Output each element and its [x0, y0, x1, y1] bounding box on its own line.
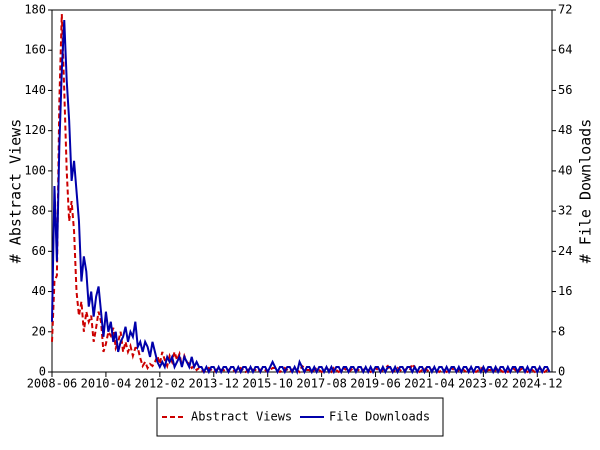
y-tick-label: 160	[24, 43, 46, 57]
y-tick-label: 140	[24, 83, 46, 97]
y2-tick-label: 72	[558, 3, 572, 17]
x-tick-label: 2021-04	[404, 377, 455, 391]
y2-tick-label: 32	[558, 204, 572, 218]
series-line	[51, 20, 551, 375]
y2-tick-label: 40	[558, 163, 572, 177]
y2-axis-title: # File Downloads	[577, 119, 595, 264]
y-tick-label: 120	[24, 123, 46, 137]
y2-tick-label: 56	[558, 83, 572, 97]
legend-label: File Downloads	[329, 410, 430, 424]
y-axis-title: # Abstract Views	[7, 119, 25, 264]
y2-tick-label: 16	[558, 284, 572, 298]
x-tick-label: 2013-12	[188, 377, 239, 391]
x-tick-label: 2024-12	[512, 377, 563, 391]
y-tick-label: 180	[24, 3, 46, 17]
x-tick-label: 2019-06	[350, 377, 401, 391]
y2-tick-label: 0	[558, 365, 565, 379]
x-tick-label: 2010-04	[81, 377, 132, 391]
plot-frame	[51, 9, 553, 373]
x-tick-label: 2008-06	[27, 377, 78, 391]
y-tick-label: 20	[32, 324, 46, 338]
y-tick-label: 40	[32, 284, 46, 298]
y-tick-label: 60	[32, 244, 46, 258]
legend-label: Abstract Views	[191, 410, 292, 424]
y-tick-label: 80	[32, 204, 46, 218]
x-tick-label: 2023-02	[458, 377, 509, 391]
series-line	[51, 13, 551, 374]
y-tick-label: 0	[39, 365, 46, 379]
y2-tick-label: 64	[558, 43, 572, 57]
x-tick-label: 2017-08	[296, 377, 347, 391]
x-tick-label: 2012-02	[135, 377, 186, 391]
x-tick-label: 2015-10	[242, 377, 293, 391]
y2-tick-label: 24	[558, 244, 572, 258]
y2-tick-label: 8	[558, 324, 565, 338]
y2-tick-label: 48	[558, 123, 572, 137]
y-tick-label: 100	[24, 163, 46, 177]
